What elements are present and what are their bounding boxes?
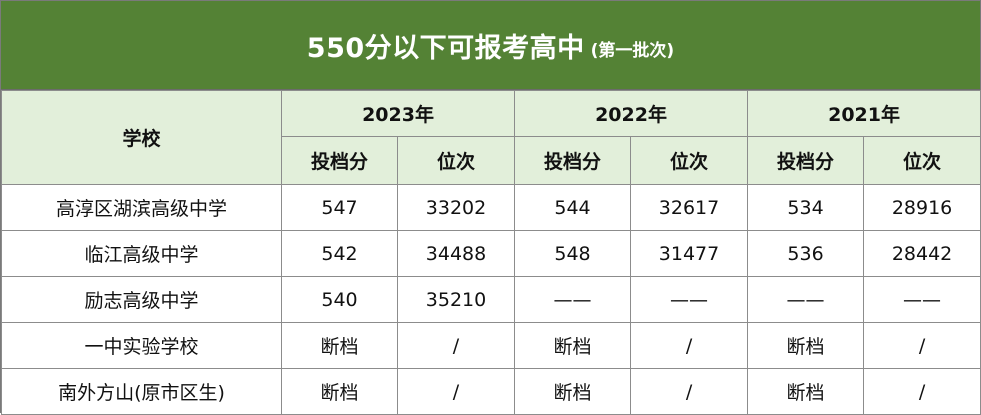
table-row: 高淳区湖滨高级中学 547 33202 544 32617 534 28916 (1, 184, 981, 231)
rank-2021: 28442 (863, 230, 981, 277)
table-row: 南外方山(原市区生) 断档 / 断档 / 断档 / (1, 368, 981, 415)
score-header-2023: 投档分 (281, 136, 398, 185)
rank-header-2023: 位次 (396, 136, 516, 185)
rank-2022: 32617 (630, 184, 749, 231)
table-row: 一中实验学校 断档 / 断档 / 断档 / (1, 322, 981, 369)
rank-header-2021: 位次 (863, 136, 981, 185)
rank-2023: 34488 (396, 230, 516, 277)
score-2023: 断档 (281, 368, 398, 415)
header-row-fields: 投档分 位次 投档分 位次 投档分 位次 (2, 136, 981, 185)
rank-2022: —— (630, 276, 749, 323)
score-2021: 536 (747, 230, 865, 277)
score-2023: 547 (281, 184, 398, 231)
rank-2023: 35210 (396, 276, 516, 323)
school-column-header: 学校 (1, 90, 282, 185)
score-header-2022: 投档分 (514, 136, 632, 185)
rank-2022: 31477 (630, 230, 749, 277)
rank-2022: / (630, 322, 749, 369)
table-title: 550分以下可报考高中 (306, 32, 585, 64)
score-2021: 断档 (747, 368, 865, 415)
school-name: 临江高级中学 (1, 230, 282, 277)
score-2022: —— (514, 276, 632, 323)
rank-header-2022: 位次 (630, 136, 749, 185)
year-header-2023: 2023年 (280, 90, 516, 137)
header-row-years: 学校 2023年 2022年 2021年 (1, 90, 981, 185)
rank-2021: 28916 (863, 184, 981, 231)
rank-2023: 33202 (396, 184, 516, 231)
score-2023: 542 (281, 230, 398, 277)
table-row: 临江高级中学 542 34488 548 31477 536 28442 (1, 230, 981, 277)
school-name: 南外方山(原市区生) (1, 368, 282, 415)
rank-2022: / (630, 368, 749, 415)
score-2021: —— (747, 276, 865, 323)
year-header-2021: 2021年 (747, 90, 981, 137)
table-row: 励志高级中学 540 35210 —— —— —— —— (1, 276, 981, 323)
school-name: 一中实验学校 (1, 322, 282, 369)
score-2023: 540 (281, 276, 398, 323)
rank-2023: / (396, 368, 516, 415)
table-title-bar: 550分以下可报考高中 (第一批次) (1, 1, 980, 90)
score-2022: 断档 (514, 368, 632, 415)
rank-2021: —— (863, 276, 981, 323)
score-2021: 534 (747, 184, 865, 231)
score-header-2021: 投档分 (747, 136, 865, 185)
score-2022: 断档 (514, 322, 632, 369)
rank-2023: / (396, 322, 516, 369)
score-2023: 断档 (281, 322, 398, 369)
school-name: 励志高级中学 (1, 276, 282, 323)
school-name: 高淳区湖滨高级中学 (1, 184, 282, 231)
score-2022: 544 (514, 184, 632, 231)
table-subtitle: (第一批次) (590, 40, 675, 61)
score-2022: 548 (514, 230, 632, 277)
rank-2021: / (863, 368, 981, 415)
score-2021: 断档 (747, 322, 865, 369)
year-header-2022: 2022年 (514, 90, 749, 137)
rank-2021: / (863, 322, 981, 369)
admission-score-table: 学校 2023年 2022年 2021年 投档分 位次 投档分 位次 投档分 位… (1, 90, 981, 415)
